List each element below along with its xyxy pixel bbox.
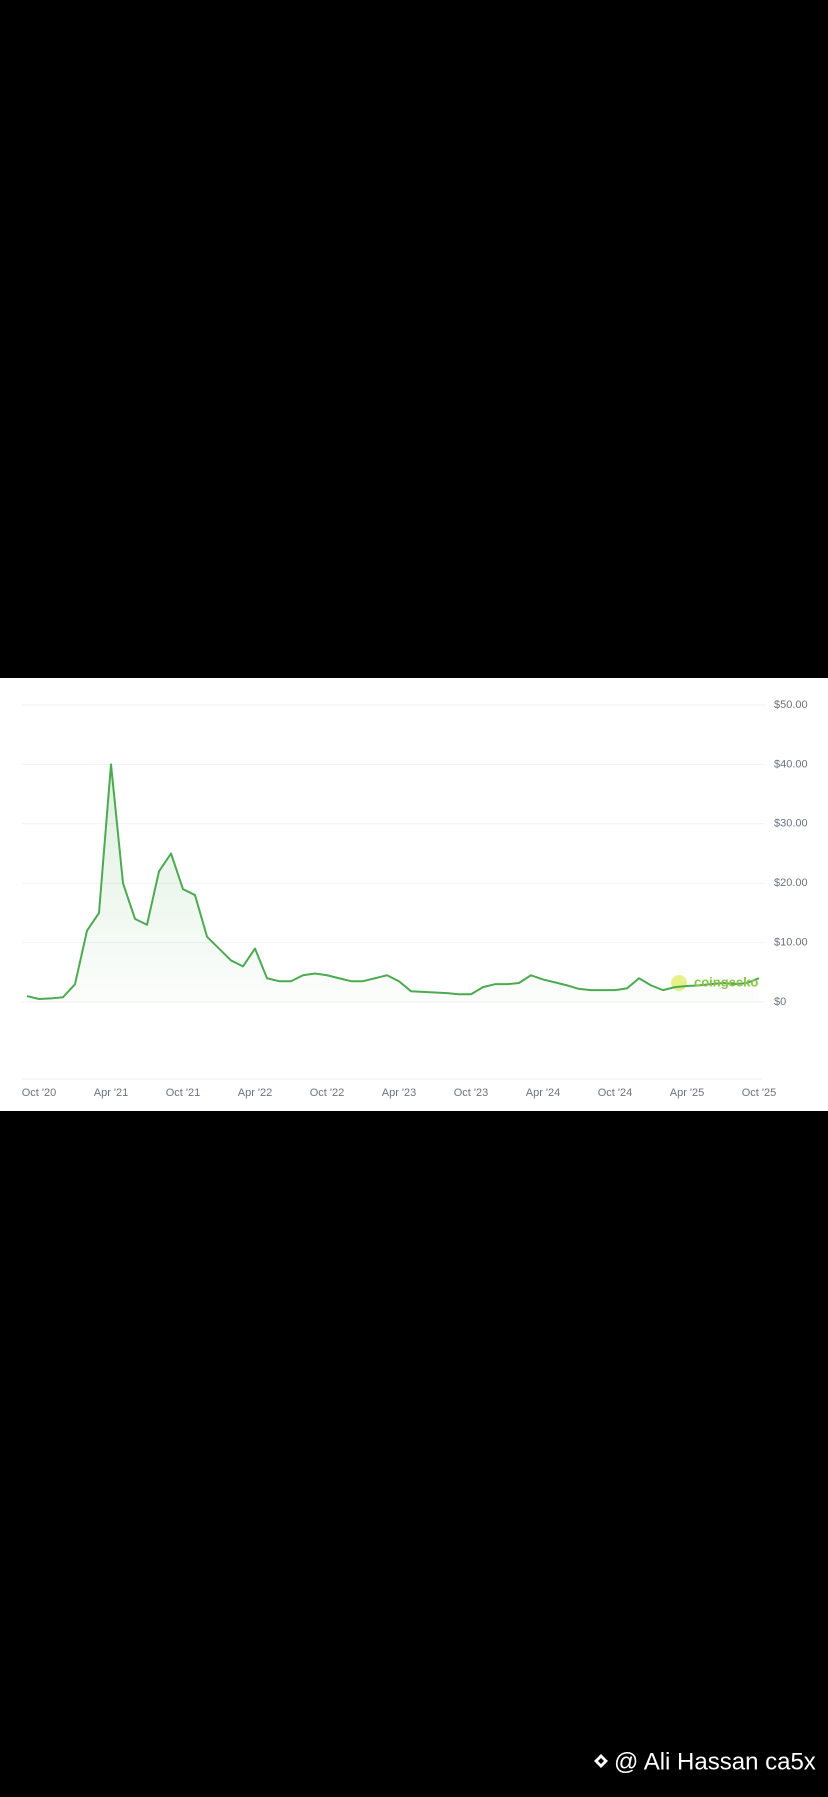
x-tick-label: Oct '23 (454, 1087, 489, 1099)
x-tick-label: Oct '25 (742, 1087, 777, 1099)
y-tick-label: $50.00 (774, 699, 808, 711)
y-tick-label: $30.00 (774, 818, 808, 830)
watermark: coingecko (694, 974, 758, 989)
x-tick-label: Oct '24 (598, 1087, 633, 1099)
footer-credit: @ Ali Hassan ca5x (614, 1748, 816, 1775)
x-tick-label: Apr '22 (238, 1087, 273, 1099)
footer-logo (594, 1754, 608, 1768)
x-tick-label: Apr '25 (670, 1087, 705, 1099)
y-tick-label: $20.00 (774, 877, 808, 889)
y-tick-label: $0 (774, 996, 786, 1008)
x-tick-label: Apr '21 (94, 1087, 129, 1099)
x-tick-label: Oct '20 (22, 1087, 57, 1099)
x-tick-label: Apr '23 (382, 1087, 417, 1099)
area (27, 764, 759, 1002)
x-tick-label: Apr '24 (526, 1087, 561, 1099)
price-line (26, 763, 760, 1001)
y-tick-label: $10.00 (774, 937, 808, 949)
chart-panel (0, 678, 828, 1111)
x-tick-label: Oct '22 (310, 1087, 345, 1099)
y-tick-label: $40.00 (774, 758, 808, 770)
x-tick-label: Oct '21 (166, 1087, 201, 1099)
